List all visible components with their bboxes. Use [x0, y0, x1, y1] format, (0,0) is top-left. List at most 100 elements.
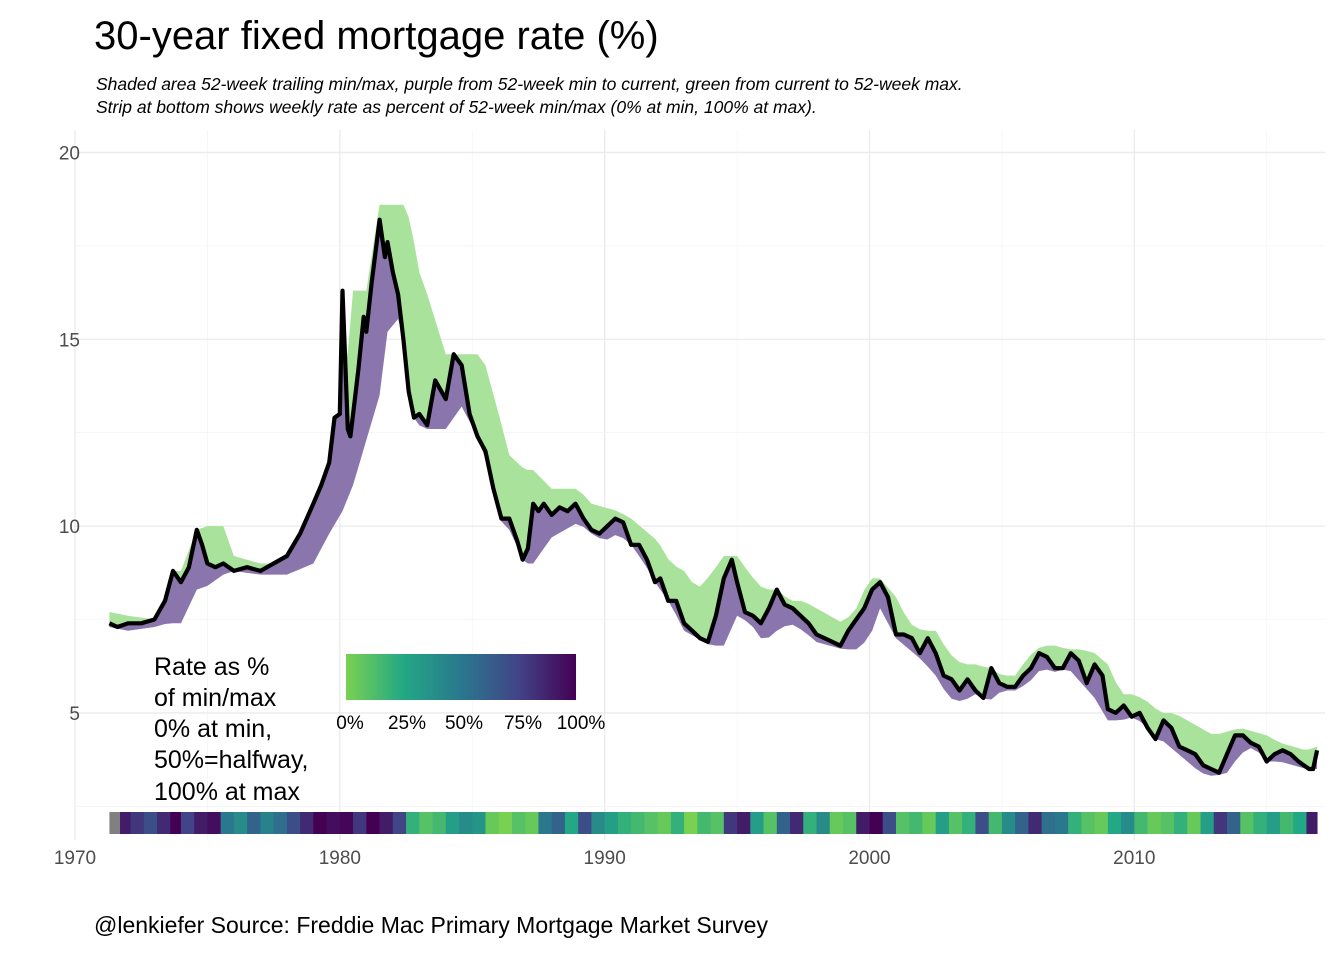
strip-segment: [538, 812, 553, 834]
x-tick-label: 2010: [1113, 848, 1155, 869]
source-caption: @lenkiefer Source: Freddie Mac Primary M…: [94, 912, 768, 938]
strip-segment: [1147, 812, 1162, 834]
legend-colorbar: [346, 654, 576, 700]
strip-segment: [922, 812, 937, 834]
strip-segment: [1041, 812, 1056, 834]
strip-segment: [432, 812, 447, 834]
strip-segment: [856, 812, 870, 834]
strip-segment: [975, 812, 990, 834]
strip-segment: [1028, 812, 1043, 834]
strip-segment: [511, 812, 526, 834]
strip-segment: [1187, 812, 1202, 834]
legend-label-100: 100%: [557, 713, 606, 734]
strip-segment: [109, 812, 121, 834]
color-legend: Rate as % of min/max 0% at min, 50%=half…: [154, 653, 605, 806]
rate-line-layer: [108, 217, 1320, 775]
strip-segment: [498, 812, 513, 834]
strip-segment: [1107, 812, 1122, 834]
strip-segment: [300, 812, 314, 834]
x-tick-label: 1980: [319, 848, 361, 869]
strip-segment: [763, 812, 778, 834]
strip-segment: [843, 812, 857, 834]
strip-segment: [962, 812, 976, 834]
strip-segment: [1001, 812, 1016, 834]
strip-segment: [157, 812, 171, 834]
strip-segment: [697, 812, 712, 834]
min-max-band: [109, 204, 1318, 776]
strip-segment: [120, 812, 132, 834]
strip-segment: [445, 812, 460, 834]
strip-segment: [472, 812, 486, 834]
strip-segment: [326, 812, 341, 834]
strip-segment: [273, 812, 288, 834]
strip-segment: [1240, 812, 1254, 834]
strip-segment: [525, 812, 539, 834]
strip-segment: [776, 812, 791, 834]
strip-segment: [379, 812, 394, 834]
strip-segment: [286, 812, 301, 834]
gridlines: [74, 130, 1325, 840]
subtitle-line-1: Shaded area 52-week trailing min/max, pu…: [96, 74, 963, 94]
rate-line: [108, 217, 1320, 775]
x-tick-label: 1970: [54, 848, 96, 869]
strip-segment: [564, 812, 579, 834]
band-min-to-current: [109, 219, 1318, 776]
strip-segment: [829, 812, 844, 834]
strip-segment: [684, 812, 698, 834]
x-tick-label: 2000: [848, 848, 890, 869]
strip-segment: [130, 812, 145, 834]
strip-segment: [790, 812, 804, 834]
strip-segment: [353, 812, 367, 834]
x-tick-label: 1990: [584, 848, 626, 869]
axis-ticks: 5 10 15 20 1970 1980 1990 2000 2010: [54, 143, 1156, 869]
strip-segment: [485, 812, 500, 834]
strip-segment: [591, 812, 606, 834]
strip-segment: [1121, 812, 1135, 834]
strip-segment: [617, 812, 632, 834]
strip-segment: [1213, 812, 1228, 834]
strip-segment: [459, 812, 473, 834]
y-tick-label: 20: [59, 143, 80, 164]
strip-segment: [170, 812, 182, 834]
strip-segment: [194, 812, 208, 834]
strip-segment: [948, 812, 963, 834]
strip-segment: [220, 812, 235, 834]
strip-segment: [644, 812, 659, 834]
strip-segment: [1094, 812, 1109, 834]
chart-subtitle: Shaded area 52-week trailing min/max, pu…: [96, 73, 963, 119]
band-current-to-max: [109, 204, 1318, 773]
strip-segment: [366, 812, 381, 834]
legend-title-line-3: 0% at min,: [154, 715, 272, 743]
strip-segment: [1160, 812, 1175, 834]
strip-segment: [180, 812, 195, 834]
strip-segment: [816, 812, 831, 834]
strip-segment: [1174, 812, 1188, 834]
strip-segment: [578, 812, 592, 834]
strip-segment: [935, 812, 950, 834]
y-tick-label: 5: [69, 704, 80, 725]
strip-segment: [710, 812, 725, 834]
strip-segment: [207, 812, 222, 834]
strip-segment: [1279, 812, 1294, 834]
strip-segment: [1253, 812, 1268, 834]
strip-segment: [313, 812, 328, 834]
strip-segment: [723, 812, 738, 834]
strip-segment: [233, 812, 248, 834]
legend-title-line-2: of min/max: [154, 684, 277, 712]
legend-title-line-1: Rate as %: [154, 653, 269, 681]
strip-segment: [551, 812, 566, 834]
strip-segment: [392, 812, 407, 834]
strip-segment: [247, 812, 261, 834]
subtitle-line-2: Strip at bottom shows weekly rate as per…: [96, 97, 817, 117]
strip-segment: [895, 812, 910, 834]
strip-segment: [419, 812, 434, 834]
legend-label-50: 50%: [445, 713, 483, 734]
y-tick-label: 15: [59, 330, 80, 351]
percent-strip: [109, 812, 1318, 834]
strip-segment: [1200, 812, 1215, 834]
strip-segment: [1054, 812, 1069, 834]
strip-segment: [1081, 812, 1096, 834]
strip-segment: [631, 812, 645, 834]
strip-segment: [803, 812, 818, 834]
